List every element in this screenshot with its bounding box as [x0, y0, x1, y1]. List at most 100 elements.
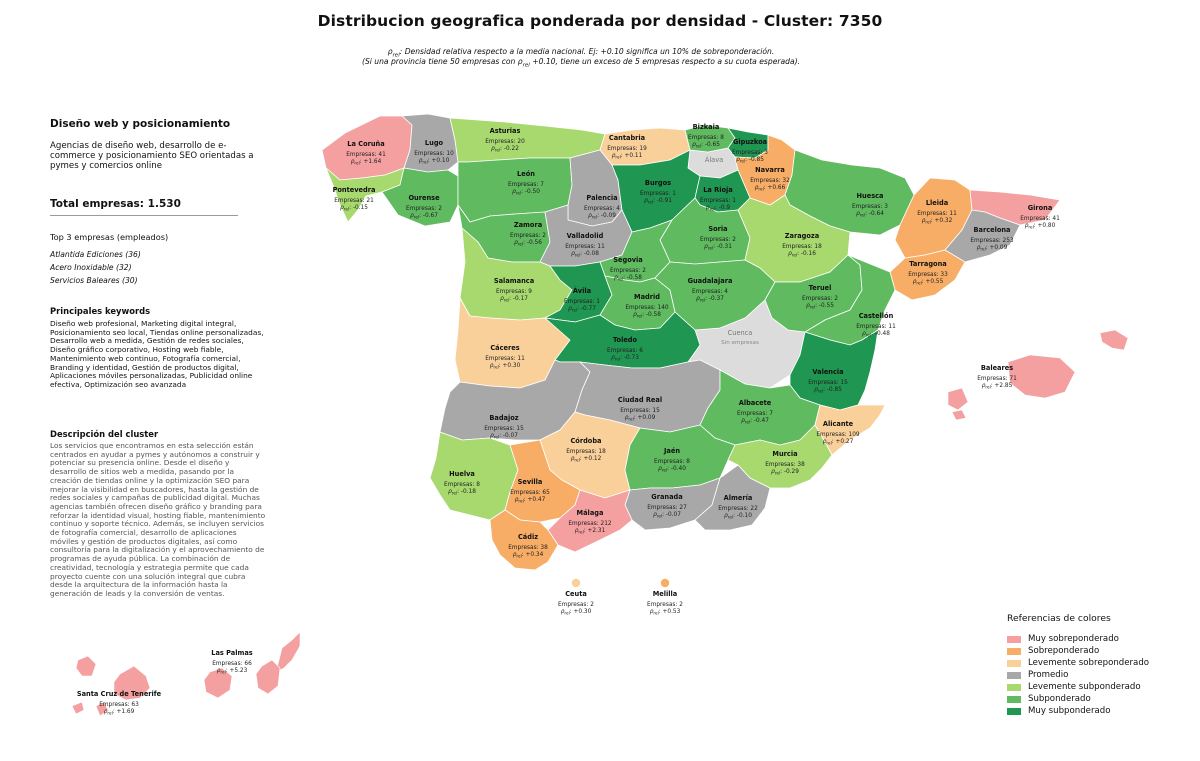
rho-symbol: ρ [517, 57, 523, 66]
province-name: Las Palmas [211, 649, 253, 657]
subtitle-line-1-text: : Densidad relativa respecto a la media … [399, 47, 775, 56]
province-name: Granada [651, 493, 682, 501]
top-company-item: Servicios Baleares (30) [50, 276, 138, 285]
province-name: Ourense [408, 194, 440, 202]
province-rho: ρrel: -0.17 [500, 296, 528, 303]
province-rho: ρrel: +1.69 [104, 709, 135, 716]
island-las-palmas [275, 631, 301, 673]
province-rho: ρrel: +0.34 [513, 552, 544, 559]
province-count: Empresas: 109 [816, 432, 860, 438]
province-count: Empresas: 2 [510, 233, 546, 239]
legend-swatch [1007, 635, 1021, 643]
province-name: Cádiz [518, 533, 538, 541]
subtitle-line-1: ρrel: Densidad relativa respecto a la me… [0, 47, 1162, 59]
province-rho: ρrel: +0.53 [650, 609, 681, 616]
province-rho: ρrel: -0.58 [614, 275, 642, 282]
province-name: Huesca [857, 192, 884, 200]
province-count: Empresas: 63 [99, 702, 139, 708]
province-cadiz [489, 509, 559, 571]
province-name: Badajoz [489, 414, 518, 422]
province-count: Empresas: 2 [647, 602, 683, 608]
province-rho: ρrel: -0.9 [706, 205, 730, 212]
province-name: Santa Cruz de Tenerife [77, 690, 162, 698]
province-rho: ρrel: -0.09 [588, 213, 616, 220]
province-barcelona [944, 209, 1021, 263]
province-rho: ρrel: -0.56 [514, 240, 542, 247]
province-count: Empresas: 8 [444, 482, 480, 488]
province-rho: ρrel: -0.29 [771, 469, 799, 476]
province-count: Empresas: 8 [688, 135, 724, 141]
province-name: Pontevedra [333, 186, 376, 194]
province-count: Empresas: 8 [654, 459, 690, 465]
province-count: Empresas: 1 [640, 191, 676, 197]
province-no-data: Sin empresas [721, 340, 759, 346]
province-rho: ρrel: +0.27 [823, 439, 854, 446]
province-count: Empresas: 7 [508, 182, 544, 188]
province-count: Empresas: 2 [558, 602, 594, 608]
province-name: Málaga [577, 509, 604, 517]
province-count: Empresas: 20 [485, 139, 525, 145]
enclave-ceuta [571, 578, 581, 588]
island-santa-cruz-de-tenerife [95, 701, 109, 717]
keywords-heading: Principales keywords [50, 306, 151, 316]
province-rho: ρrel: -0.31 [704, 244, 732, 251]
color-legend: Referencias de colores Muy sobreponderad… [1007, 613, 1177, 717]
province-count: Empresas: 19 [607, 146, 647, 152]
province-count: Empresas: 253 [970, 238, 1014, 244]
province-name: Murcia [772, 450, 797, 458]
province-rho: ρrel: -0.15 [340, 205, 368, 212]
province-ourense [381, 167, 459, 227]
legend-item: Subponderado [1007, 693, 1177, 705]
province-name: Ávila [573, 286, 591, 295]
province-name: Soria [708, 225, 727, 233]
province-name: Valencia [812, 368, 843, 376]
legend-item: Muy sobreponderado [1007, 633, 1177, 645]
province-name: Madrid [634, 293, 660, 301]
legend-item: Levemente sobreponderado [1007, 657, 1177, 669]
province-rho: ρrel: -0.07 [653, 512, 681, 519]
province-name: Sevilla [518, 478, 543, 486]
province-name: La Rioja [703, 186, 733, 194]
province-rho: ρrel: -0.65 [692, 142, 720, 149]
keywords-text: Diseño web profesional, Marketing digita… [50, 319, 264, 389]
page-title: Distribucion geografica ponderada por de… [317, 12, 883, 30]
island-santa-cruz-de-tenerife [71, 701, 85, 715]
province-almeria [694, 464, 771, 531]
subtitle-line-2-pre: (Si una provincia tiene 50 empresas con [361, 57, 518, 66]
province-rho: ρrel: -0.73 [611, 355, 639, 362]
province-rho: ρrel: +2.31 [575, 528, 606, 535]
island-baleares [1099, 329, 1129, 351]
legend-label: Levemente sobreponderado [1028, 658, 1150, 668]
province-count: Empresas: 4 [584, 206, 620, 212]
province-rho: ρrel: -0.67 [410, 213, 438, 220]
province-rho: ρrel: +2.85 [982, 383, 1013, 390]
province-name: Burgos [645, 179, 671, 187]
province-count: Empresas: 2 [406, 206, 442, 212]
legend-label: Muy sobreponderado [1028, 634, 1119, 644]
province-count: Empresas: 9 [496, 289, 532, 295]
province-rho: ρrel: -0.85 [814, 387, 842, 394]
province-name: Salamanca [494, 277, 534, 285]
province-name: Palencia [586, 194, 617, 202]
province-rho: ρrel: -0.50 [512, 189, 540, 196]
province-count: Empresas: 71 [977, 376, 1017, 382]
province-count: Empresas: 15 [484, 426, 524, 432]
